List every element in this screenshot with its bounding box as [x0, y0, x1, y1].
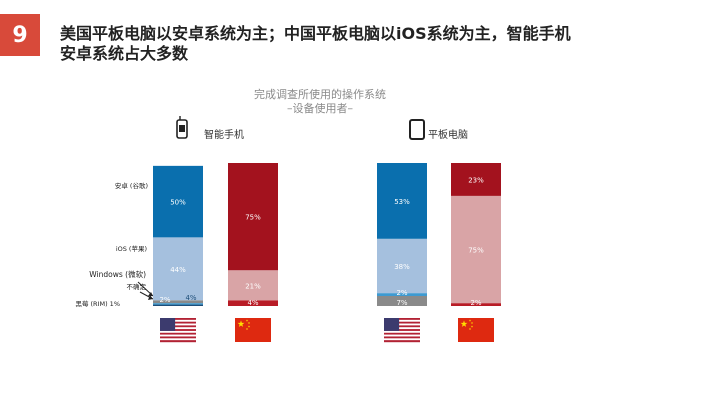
legend-pointers [137, 281, 154, 300]
data-label: 23% [468, 176, 484, 184]
smartphone-icon [176, 116, 188, 139]
bar-segment-tablet-us-windows [377, 295, 427, 306]
data-label: 44% [170, 266, 186, 274]
bar-segment-smartphone-us-blackberry [153, 304, 203, 306]
chart-title-line-2: –设备使用者– [287, 102, 353, 115]
legend-label-blackberry: 黑莓 (RIM) 1% [75, 299, 120, 308]
headline-line-1: 美国平板电脑以安卓系统为主；中国平板电脑以iOS系统为主，智能手机 [60, 24, 571, 43]
bar-segment-smartphone-us-ios [153, 237, 203, 301]
chart-title: 完成调查所使用的操作系统 –设备使用者– [195, 88, 445, 116]
data-label: 38% [394, 263, 410, 271]
data-label-side: 4% [185, 294, 196, 302]
cn-flag-icon [235, 318, 271, 342]
data-label: 75% [245, 214, 261, 222]
bar-segment-tablet-us-unknown [377, 293, 427, 296]
tablet-icon [409, 119, 425, 140]
data-label: 50% [170, 199, 186, 207]
bar-segment-tablet-cn-ios [451, 195, 501, 304]
data-label: 53% [394, 198, 410, 206]
cn-flag-icon [458, 318, 494, 342]
legend-label-unknown: 不确定 [127, 282, 147, 291]
data-label: 2% [396, 289, 407, 297]
bar-segment-smartphone-us-unknown [153, 303, 203, 305]
bar-segment-smartphone-us-windows [153, 300, 203, 304]
data-label: 2% [470, 299, 481, 307]
bar-segment-tablet-us-android [377, 163, 427, 239]
headline-line-2: 安卓系统占大多数 [60, 44, 189, 63]
group-label-tablet: 平板电脑 [428, 130, 468, 141]
bar-segment-smartphone-cn-windows [228, 300, 278, 306]
bar-segment-smartphone-cn-android [228, 163, 278, 271]
bar-segment-smartphone-cn-ios [228, 270, 278, 301]
bar-segment-tablet-cn-android [451, 163, 501, 196]
data-label: 4% [247, 299, 258, 307]
data-label: 75% [468, 247, 484, 255]
legend-label-android: 安卓 (谷歌) [115, 181, 148, 190]
bar-segment-tablet-us-ios [377, 238, 427, 294]
bar-segment-tablet-cn-windows [451, 303, 501, 306]
legend-label-windows: Windows (微软) [89, 269, 146, 279]
legend-label-ios: iOS (苹果) [116, 244, 147, 253]
data-label: 21% [245, 282, 261, 290]
slide-headline: 美国平板电脑以安卓系统为主；中国平板电脑以iOS系统为主，智能手机 安卓系统占大… [60, 24, 700, 64]
us-flag-icon [160, 318, 196, 343]
data-label: 7% [396, 299, 407, 307]
us-flag-icon [384, 318, 420, 343]
slide-number: 9 [0, 14, 40, 56]
group-label-smartphone: 智能手机 [204, 130, 244, 141]
bar-segment-smartphone-us-android [153, 165, 203, 238]
chart-title-line-1: 完成调查所使用的操作系统 [254, 88, 386, 101]
data-label: 2% [159, 296, 170, 304]
